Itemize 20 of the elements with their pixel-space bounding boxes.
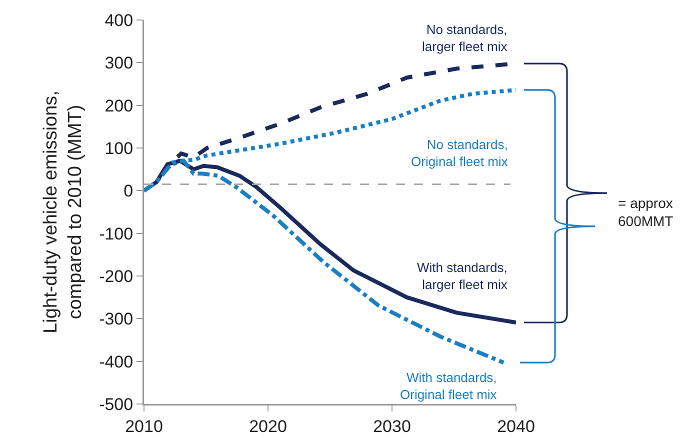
x-tick-label: 2020 — [249, 416, 287, 436]
y-tick-label: 100 — [104, 138, 134, 158]
y-tick-label: 400 — [104, 10, 134, 30]
y-tick-label: -100 — [99, 224, 134, 244]
text: = approx 600MMT — [618, 195, 674, 230]
y-tick-label: -500 — [99, 394, 134, 414]
y-tick-label: -300 — [99, 310, 134, 329]
series-label: With standards, larger fleet mix — [417, 260, 508, 292]
y-tick-label: 300 — [104, 54, 134, 73]
x-tick-label: 2010 — [125, 416, 163, 436]
series-label: No standards, Original fleet mix — [411, 137, 508, 169]
y-tick-label: 200 — [104, 96, 134, 116]
x-tick-label: 2040 — [497, 416, 535, 436]
y-tick-label: 0 — [124, 182, 134, 201]
series-label: With standards, Original fleet mix — [400, 370, 498, 402]
y-tick-label: -200 — [99, 266, 134, 286]
series-label: No standards, larger fleet mix — [422, 22, 508, 54]
x-tick-label: 2030 — [373, 416, 411, 436]
y-axis-title: Light-duty vehicle emissions, compared to 2010 (MMT) — [40, 90, 86, 334]
y-tick-label: -400 — [99, 352, 134, 372]
